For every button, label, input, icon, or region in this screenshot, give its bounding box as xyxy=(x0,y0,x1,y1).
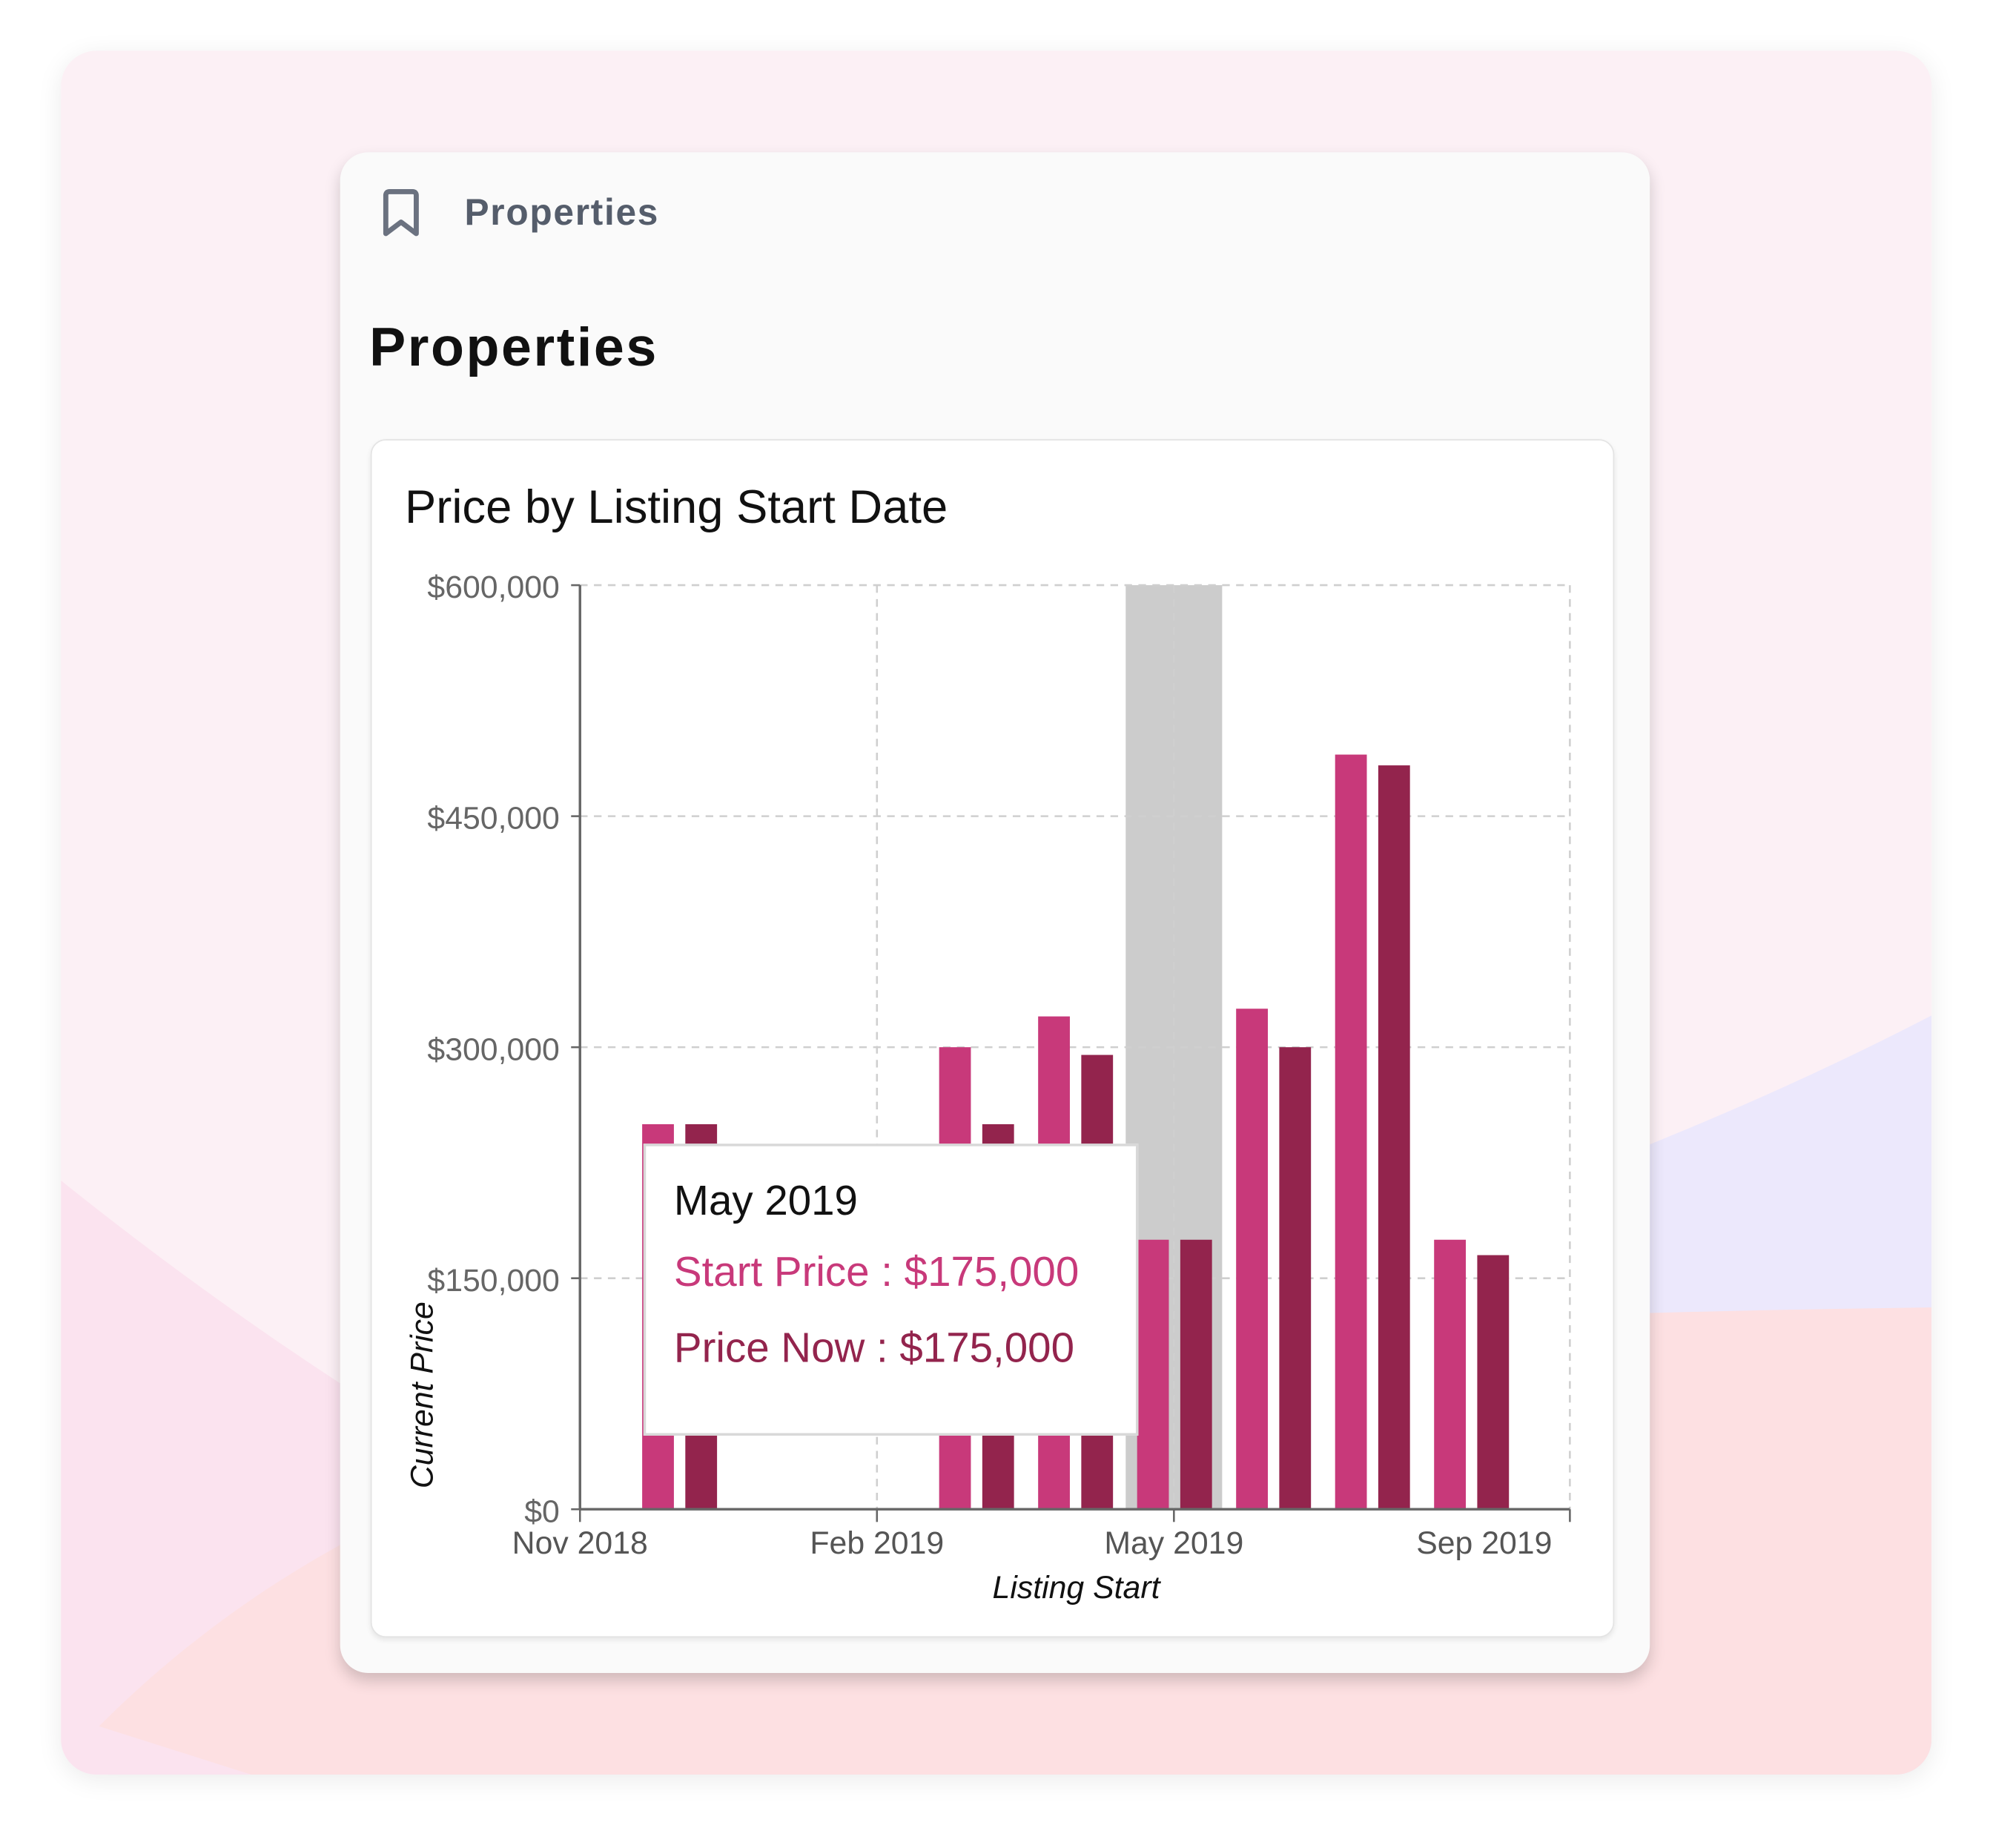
bar-start-price xyxy=(1434,1239,1467,1510)
page-title: Properties xyxy=(369,317,658,379)
bar-price-now xyxy=(1180,1239,1212,1510)
properties-card: Properties Properties Price by Listing S… xyxy=(340,152,1650,1674)
bar-start-price xyxy=(1236,1009,1268,1510)
bar-start-price xyxy=(1335,754,1367,1510)
bookmark-icon xyxy=(383,189,419,237)
bar-price-now xyxy=(1477,1255,1510,1510)
chart-card: Price by Listing Start Date $0 $150,000 $3… xyxy=(370,439,1615,1638)
y-tick-label: $150,000 xyxy=(427,1263,559,1298)
breadcrumb[interactable]: Properties xyxy=(381,188,660,238)
tooltip-start-price: Start Price : $175,000 xyxy=(673,1247,1080,1295)
bar-price-now xyxy=(1279,1047,1312,1510)
tooltip-price-now: Price Now : $175,000 xyxy=(673,1324,1074,1371)
x-tick-label: May 2019 xyxy=(1104,1525,1243,1561)
x-tick-label: Nov 2018 xyxy=(512,1525,648,1561)
tooltip-title: May 2019 xyxy=(673,1176,859,1224)
chart-title: Price by Listing Start Date xyxy=(405,481,948,533)
y-tick-label: $600,000 xyxy=(427,570,559,605)
chart-tooltip: May 2019 Start Price : $175,000 Price No… xyxy=(643,1144,1139,1436)
breadcrumb-label: Properties xyxy=(464,192,660,234)
y-tick-label: $300,000 xyxy=(427,1032,559,1067)
y-tick-label: $0 xyxy=(524,1494,560,1529)
y-tick-label: $450,000 xyxy=(427,801,559,836)
bar-chart: $0 $150,000 $300,000 $450,000 $600,000 Nov 20… xyxy=(405,570,1571,1606)
bar-price-now xyxy=(1378,765,1410,1510)
bar-start-price xyxy=(1137,1239,1169,1510)
x-axis-label: Listing Start xyxy=(993,1570,1162,1606)
y-axis-label: Current Price xyxy=(405,1301,440,1488)
x-tick-label: Feb 2019 xyxy=(810,1525,944,1561)
x-tick-label: Sep 2019 xyxy=(1416,1525,1552,1561)
